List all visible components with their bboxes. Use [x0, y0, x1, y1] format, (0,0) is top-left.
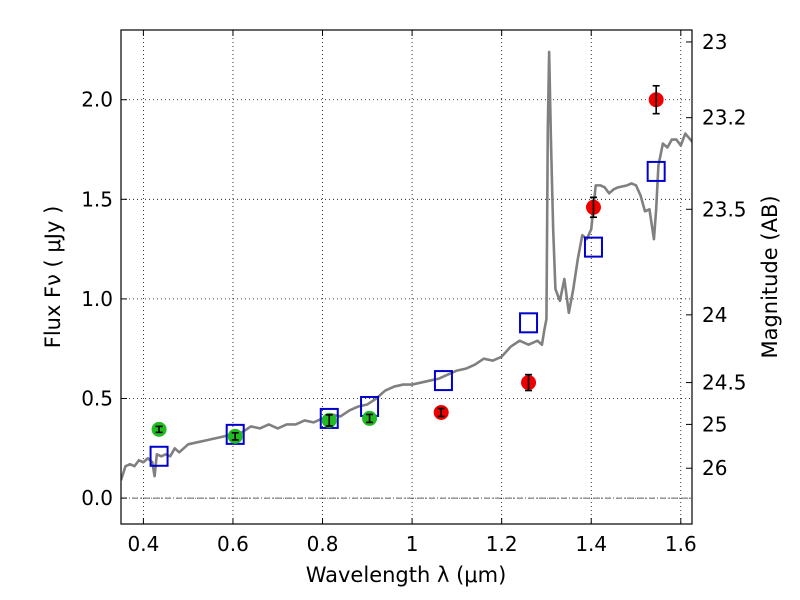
tick-marks — [121, 30, 692, 524]
x-tick-label: 0.6 — [217, 532, 249, 556]
y2-tick-label: 24 — [702, 303, 727, 327]
synthetic-photometry-square — [646, 160, 666, 182]
x-tick-label: 1.4 — [575, 532, 607, 556]
synthetic-photometry-square — [319, 407, 339, 429]
x-tick-label: 1.2 — [486, 532, 518, 556]
synthetic-photometry-square — [433, 370, 453, 392]
y2-tick-label: 23.5 — [702, 197, 747, 221]
synthetic-photometry-square — [519, 312, 539, 334]
x-axis-label: Wavelength λ (μm) — [306, 563, 507, 587]
x-tick-label: 0.8 — [307, 532, 339, 556]
series-layer — [121, 50, 692, 481]
y2-tick-label: 24.5 — [702, 371, 747, 395]
y2-tick-label: 26 — [702, 456, 727, 480]
synthetic-photometry-square — [583, 236, 603, 258]
x-tick-label: 0.4 — [127, 532, 159, 556]
tick-labels: 0.4 0.6 0.8 1 1.2 1.4 1.6 0.0 0.5 1.0 1.5 2.0 23 23.2… — [81, 30, 746, 556]
y-tick-label: 1.5 — [81, 187, 113, 211]
y2-tick-label: 25 — [702, 412, 727, 436]
x-tick-label: 1 — [406, 532, 419, 556]
synthetic-photometry-square — [225, 423, 245, 445]
x-tick-label: 1.6 — [665, 532, 697, 556]
y2-tick-label: 23 — [702, 30, 727, 54]
plot-frame — [120, 29, 693, 525]
synthetic-photometry-square — [149, 445, 169, 467]
y-tick-label: 0.0 — [81, 486, 113, 510]
y2-axis-label: Magnitude (AB) — [758, 195, 782, 358]
y-tick-label: 2.0 — [81, 88, 113, 112]
spectrum-line — [121, 50, 692, 481]
y-axis-label: Flux Fν ( μJy ) — [41, 206, 65, 349]
y2-tick-label: 23.2 — [702, 106, 747, 130]
y-tick-label: 0.5 — [81, 387, 113, 411]
y-tick-label: 1.0 — [81, 287, 113, 311]
